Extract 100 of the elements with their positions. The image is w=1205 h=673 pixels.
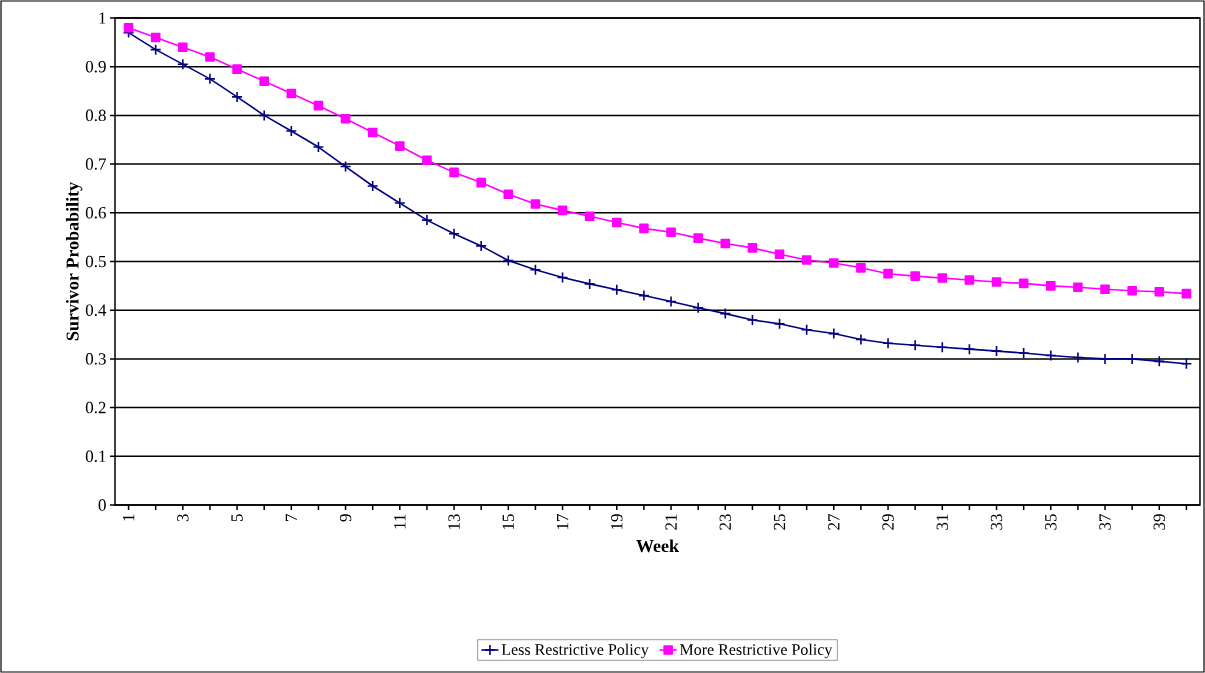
point [639,223,649,234]
x-axis-title: Week [636,539,679,553]
x-tick-label: 19 [611,514,623,530]
point [665,295,677,308]
point [827,327,840,340]
point [367,127,378,138]
x-tick-label: 15 [502,514,514,530]
legend-label: More Restrictive Policy [679,643,833,659]
point [339,160,352,173]
x-tick-label: 13 [448,514,460,530]
point [448,227,460,240]
point [503,189,514,200]
point [666,227,676,238]
point [1017,347,1030,359]
point [774,249,785,259]
point [1045,281,1056,291]
point [936,341,949,354]
y-tick-label: 0.9 [85,60,106,73]
x-tick-label: 5 [231,514,243,522]
x-tick-label: 31 [936,514,949,530]
y-tick-label: 0 [98,499,106,511]
point [422,155,432,165]
x-tick-label: 39 [1153,514,1165,530]
point [773,318,786,330]
point [502,254,515,267]
point [611,283,623,296]
point [475,240,487,252]
point [285,125,298,137]
point [258,109,270,122]
point [963,343,976,355]
point [855,333,867,346]
x-tick-label: 21 [665,514,677,530]
point [231,91,243,103]
point [449,167,459,178]
y-tick-label: 0.6 [85,207,106,219]
legend-label: Less Restrictive Policy [501,643,649,659]
y-axis-title: Survivor Probability [65,182,83,341]
x-tick-label: 11 [394,514,406,529]
point [1181,288,1192,299]
point [259,76,269,87]
point [800,323,813,336]
point [1018,278,1029,289]
point [612,217,622,228]
point [964,275,975,285]
y-tick-label: 1 [99,12,106,24]
point [1180,357,1193,370]
point [366,180,379,192]
point [395,141,405,151]
point [719,307,732,320]
point [746,314,759,326]
point [205,52,215,62]
x-tick-label: 33 [990,514,1003,530]
point [340,114,351,124]
point [1073,282,1083,293]
point [937,273,948,283]
point [801,255,812,265]
point [856,263,866,273]
point [312,141,325,153]
point [638,289,650,302]
point [421,214,433,226]
point [530,199,541,209]
point [828,258,839,268]
point [1153,355,1166,368]
point [150,32,161,43]
y-tick-label: 0.7 [85,158,106,170]
point [1044,349,1057,362]
point [910,271,920,281]
x-tick-label: 9 [339,514,352,522]
point [747,243,758,253]
point [313,100,324,111]
x-tick-label: 27 [828,514,840,530]
point [123,22,134,33]
y-tick-label: 0.5 [85,255,106,268]
point [909,339,921,352]
point [1127,285,1137,296]
y-tick-label: 0.8 [85,109,106,122]
y-tick-label: 0.2 [85,401,106,414]
point [149,43,162,56]
x-tick-label: 25 [773,514,786,530]
point [394,197,406,209]
point [583,278,596,290]
x-tick-label: 3 [177,514,189,522]
point [882,337,894,350]
point [693,233,703,243]
point [232,64,242,74]
point [1154,286,1165,297]
point [1072,351,1084,364]
point [476,177,486,188]
x-tick-label: 17 [556,514,569,530]
y-tick-label: 0.1 [85,450,106,463]
point [178,42,188,53]
point [557,205,568,216]
y-tick-label: 0.3 [85,353,106,365]
point [204,73,216,85]
point [584,211,595,222]
x-tick-label: 1 [122,514,135,521]
x-tick-label: 7 [285,514,297,521]
point [286,88,297,99]
x-tick-label: 29 [882,514,894,530]
point [529,263,542,276]
